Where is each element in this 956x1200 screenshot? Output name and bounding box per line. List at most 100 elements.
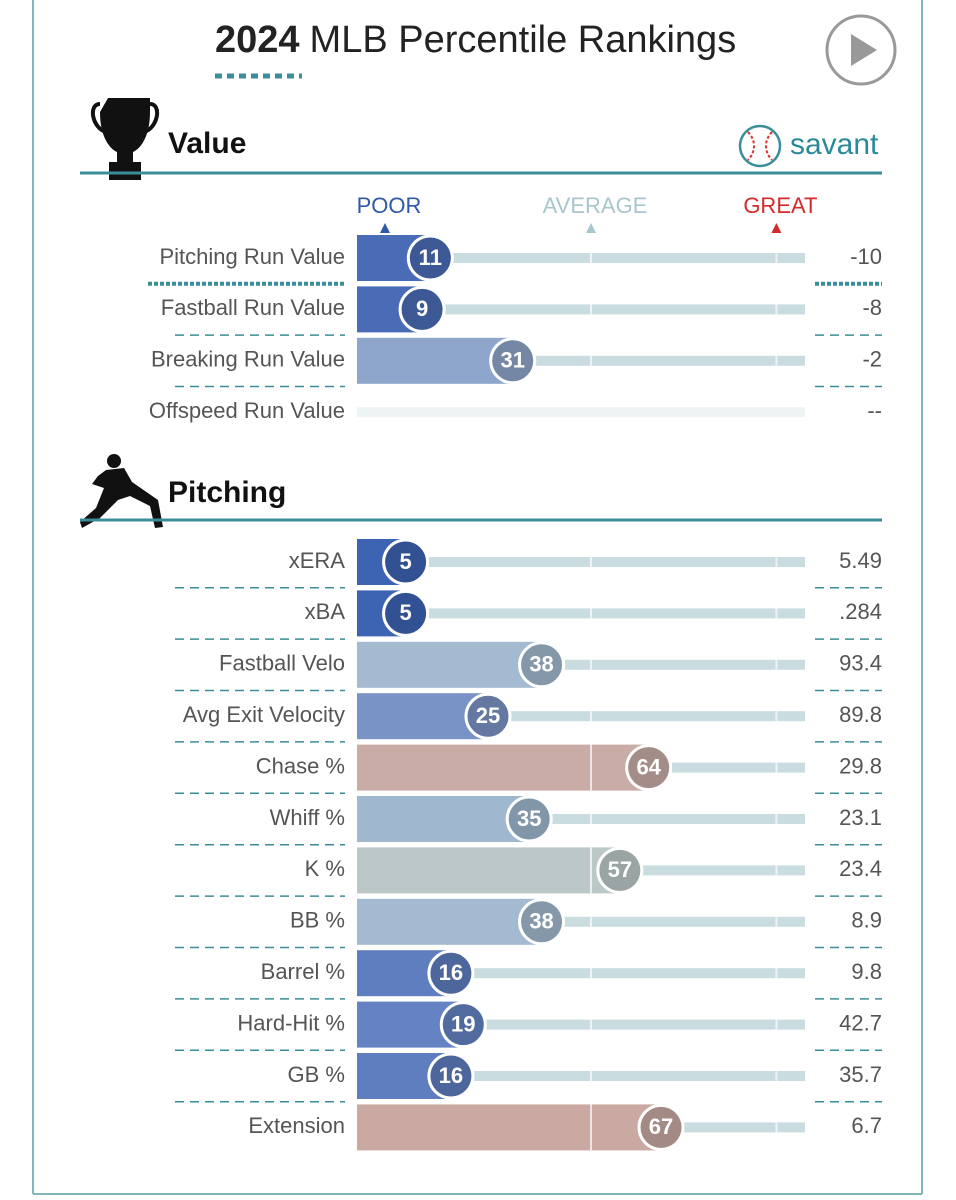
stat-value: -8 bbox=[862, 295, 882, 320]
section-title: Pitching bbox=[168, 476, 286, 509]
track bbox=[357, 355, 805, 366]
track bbox=[357, 407, 805, 418]
tick-mark bbox=[586, 223, 596, 233]
track bbox=[357, 608, 805, 619]
track bbox=[357, 304, 805, 315]
stat-value: -- bbox=[867, 398, 882, 423]
track bbox=[357, 557, 805, 567]
play-icon[interactable] bbox=[851, 34, 877, 66]
track bbox=[357, 253, 805, 263]
track bbox=[357, 1071, 805, 1081]
track bbox=[357, 814, 805, 824]
stat-value: 5.49 bbox=[839, 548, 882, 573]
percentile-label: 5 bbox=[399, 600, 411, 625]
stat-value: .284 bbox=[839, 599, 882, 624]
percentile-shade bbox=[508, 798, 550, 840]
percentile-circle bbox=[427, 1052, 475, 1100]
tick-mark bbox=[380, 223, 390, 233]
percentile-shade bbox=[521, 644, 563, 686]
metric-label: xBA bbox=[305, 599, 346, 624]
x-tick-label: AVERAGE bbox=[543, 193, 648, 218]
metric-label: Pitching Run Value bbox=[160, 244, 346, 269]
track bbox=[357, 916, 805, 927]
play-button[interactable] bbox=[825, 14, 897, 86]
stat-value: 8.9 bbox=[851, 908, 882, 933]
stat-value: 9.8 bbox=[851, 959, 882, 984]
x-tick-label: POOR bbox=[357, 193, 422, 218]
percentile-shade bbox=[467, 695, 509, 737]
page-title: 2024 MLB Percentile Rankings bbox=[215, 19, 736, 61]
percentile-label: 5 bbox=[399, 549, 411, 574]
season: 2024 bbox=[215, 19, 300, 61]
percentile-circle bbox=[464, 692, 512, 740]
stat-value: 93.4 bbox=[839, 651, 882, 676]
stat-value: -2 bbox=[862, 347, 882, 372]
trophy-icon bbox=[90, 98, 160, 180]
percentile-shade bbox=[442, 1004, 484, 1046]
metric-label: BB % bbox=[290, 908, 345, 933]
metric-label: Extension bbox=[248, 1113, 345, 1138]
percentile-circle bbox=[596, 846, 644, 894]
percentile-circle bbox=[505, 795, 553, 843]
percentile-label: 38 bbox=[529, 652, 553, 677]
percentile-label: 19 bbox=[451, 1011, 475, 1036]
percentile-label: 16 bbox=[439, 960, 463, 985]
percentile-label: 67 bbox=[649, 1114, 673, 1139]
percentile-label: 35 bbox=[517, 806, 541, 831]
track bbox=[357, 1019, 805, 1030]
percentile-circle bbox=[427, 949, 475, 997]
bar bbox=[357, 796, 530, 842]
percentile-shade bbox=[521, 901, 563, 943]
savant-logo: savant bbox=[738, 124, 879, 168]
pitcher-icon bbox=[80, 454, 163, 528]
percentile-shade bbox=[492, 340, 534, 382]
percentile-circle bbox=[518, 898, 566, 946]
percentile-circle bbox=[518, 641, 566, 689]
track bbox=[357, 711, 805, 722]
metric-label: xERA bbox=[289, 548, 346, 573]
title: MLB Percentile Rankings bbox=[310, 19, 737, 61]
section-title: Value bbox=[168, 127, 246, 160]
track bbox=[357, 968, 805, 979]
percentile-shade bbox=[385, 541, 427, 583]
percentile-circle bbox=[625, 744, 673, 792]
percentile-label: 57 bbox=[608, 857, 632, 882]
track bbox=[357, 659, 805, 670]
bar bbox=[357, 744, 649, 791]
percentile-label: 16 bbox=[439, 1063, 463, 1088]
metric-label: GB % bbox=[288, 1062, 345, 1087]
metric-label: Avg Exit Velocity bbox=[183, 702, 345, 727]
percentile-label: 9 bbox=[416, 296, 428, 321]
bar bbox=[357, 337, 513, 384]
percentile-label: 64 bbox=[636, 754, 661, 779]
percentile-circle bbox=[489, 337, 537, 385]
percentile-circle bbox=[637, 1103, 685, 1151]
bar bbox=[357, 847, 620, 894]
percentile-circle bbox=[439, 1001, 487, 1049]
percentile-shade bbox=[430, 952, 472, 994]
stat-value: 23.1 bbox=[839, 805, 882, 830]
stat-value: 29.8 bbox=[839, 753, 882, 778]
percentile-shade bbox=[409, 237, 451, 279]
brand: savant bbox=[790, 128, 879, 161]
percentile-shade bbox=[599, 849, 641, 891]
percentile-shade bbox=[640, 1106, 682, 1148]
metric-label: K % bbox=[305, 856, 345, 881]
metric-label: Whiff % bbox=[270, 805, 345, 830]
stat-value: 89.8 bbox=[839, 702, 882, 727]
metric-label: Barrel % bbox=[261, 959, 345, 984]
tick-mark bbox=[771, 223, 782, 233]
stat-value: -10 bbox=[850, 244, 882, 269]
percentile-label: 11 bbox=[419, 245, 442, 270]
percentile-shade bbox=[430, 1055, 472, 1097]
percentile-label: 38 bbox=[529, 909, 553, 934]
x-tick-label: GREAT bbox=[743, 193, 817, 218]
stat-value: 35.7 bbox=[839, 1062, 882, 1087]
metric-label: Hard-Hit % bbox=[237, 1010, 345, 1035]
stat-value: 23.4 bbox=[839, 856, 882, 881]
percentile-circle bbox=[382, 589, 430, 637]
percentile-shade bbox=[385, 592, 427, 634]
stat-value: 42.7 bbox=[839, 1010, 882, 1035]
